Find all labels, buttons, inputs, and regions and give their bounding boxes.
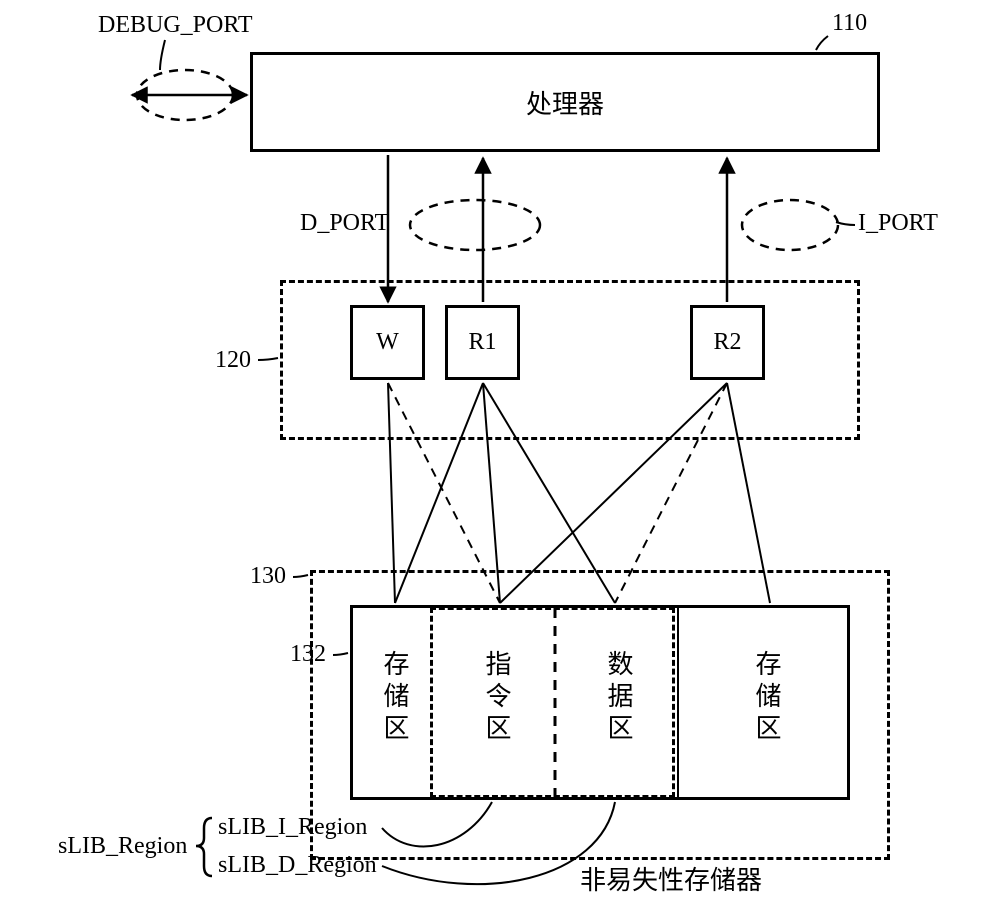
d-port-label: D_PORT: [300, 210, 389, 237]
slib-dashed-box: [430, 607, 675, 798]
r2-label: R2: [713, 329, 741, 356]
ref-120-label: 120: [215, 347, 251, 374]
slib-d-label: sLIB_D_Region: [218, 852, 377, 879]
instruction-label: 指令区: [478, 650, 515, 746]
processor-box: 处理器: [250, 52, 880, 152]
nvmem-label: 非易失性存储器: [580, 860, 762, 897]
r1-box: R1: [445, 305, 520, 380]
ref-132-label: 132: [290, 641, 326, 668]
i-port-label: I_PORT: [858, 210, 938, 237]
data-region-label: 数据区: [600, 650, 637, 746]
w-box: W: [350, 305, 425, 380]
processor-label: 处理器: [526, 84, 604, 121]
ref-130-label: 130: [250, 563, 286, 590]
r1-label: R1: [468, 329, 496, 356]
ref-110-label: 110: [832, 10, 867, 37]
storage-left-label: 存储区: [376, 650, 413, 746]
debug-port-label: DEBUG_PORT: [98, 12, 253, 39]
slib-i-label: sLIB_I_Region: [218, 814, 367, 841]
storage-right-label: 存储区: [748, 650, 785, 746]
r2-box: R2: [690, 305, 765, 380]
w-label: W: [376, 329, 399, 356]
slib-region-label: sLIB_Region: [58, 833, 187, 860]
